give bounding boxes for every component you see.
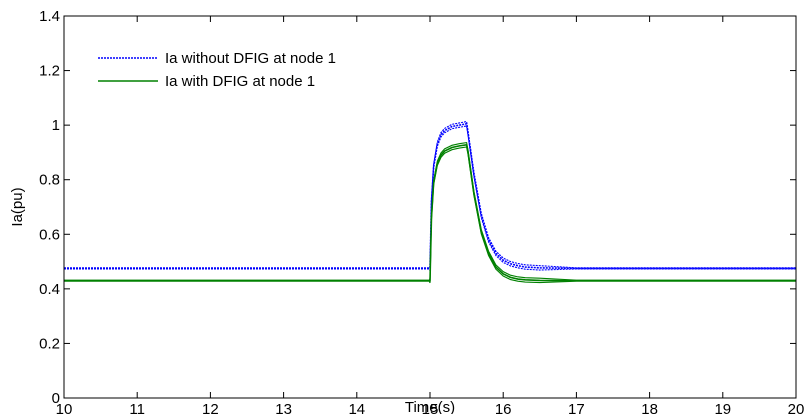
legend-label: Ia without DFIG at node 1: [165, 50, 336, 67]
series-1-line: [64, 122, 796, 270]
x-tick-label: 14: [348, 401, 365, 414]
x-tick-label: 15: [422, 401, 439, 414]
series-2: [64, 141, 796, 284]
x-axis-label: Time(s): [405, 399, 455, 414]
legend: Ia without DFIG at node 1 Ia with DFIG at…: [98, 50, 336, 90]
legend-label: Ia with DFIG at node 1: [165, 73, 315, 90]
legend-item-2: Ia with DFIG at node 1: [98, 73, 315, 90]
y-tick-label: 0.2: [39, 335, 60, 352]
x-tick-label: 18: [641, 401, 658, 414]
y-axis-label: Ia(pu): [9, 187, 26, 226]
y-tick-label: 0.8: [39, 172, 60, 189]
series-1-line-band-2: [64, 120, 796, 269]
y-tick-label: 1.4: [39, 8, 60, 25]
x-tick-label: 20: [788, 401, 805, 414]
axes: 10 11 12 13 14 15 16 17 18 19 20 0 0.2 0.4 0.6 0.8 1 1.2 1…: [39, 8, 804, 414]
y-tick-label: 1.2: [39, 63, 60, 80]
x-tick-label: 16: [495, 401, 512, 414]
series-1: [64, 120, 796, 271]
x-tick-label: 19: [714, 401, 731, 414]
plot-area: [64, 120, 796, 284]
series-2-line-band-2: [64, 141, 796, 281]
y-tick-label: 0: [52, 390, 60, 407]
x-tick-label: 17: [568, 401, 585, 414]
legend-item-1: Ia without DFIG at node 1: [98, 50, 336, 67]
y-tick-label: 1: [52, 117, 60, 134]
y-tick-label: 0.6: [39, 226, 60, 243]
x-tick-label: 12: [202, 401, 219, 414]
x-tick-label: 13: [275, 401, 292, 414]
x-tick-label: 10: [56, 401, 73, 414]
x-tick-label: 11: [129, 401, 145, 414]
y-tick-label: 0.4: [39, 281, 60, 298]
